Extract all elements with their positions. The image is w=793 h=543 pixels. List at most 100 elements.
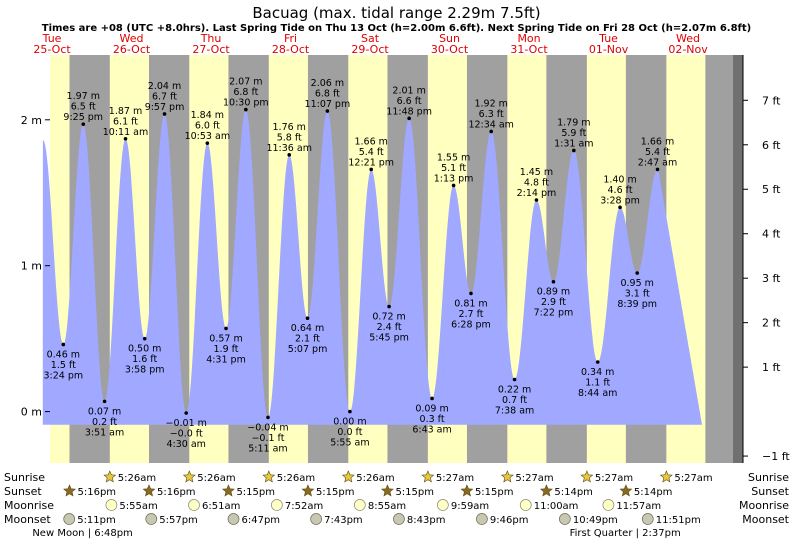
sunrise-time: 5:27am xyxy=(436,473,474,484)
tide-label: 11:36 am xyxy=(266,143,311,154)
day-name: Thu xyxy=(200,32,222,45)
right-axis-strip xyxy=(733,55,743,463)
tide-label: 0.00 m xyxy=(333,417,366,428)
tide-label: 6.0 ft xyxy=(195,121,220,132)
moonrise-icon xyxy=(519,499,532,511)
sunset-time: 5:15pm xyxy=(236,487,275,498)
tide-label: 0.50 m xyxy=(128,344,161,355)
tide-label: 5.4 ft xyxy=(359,147,384,158)
tide-label: 2:14 pm xyxy=(517,188,557,199)
sunrise-icon xyxy=(659,470,673,483)
tide-point xyxy=(102,399,107,404)
moonset-time: 11:51pm xyxy=(656,515,701,526)
tide-point xyxy=(244,107,248,112)
tide-label: 0.7 ft xyxy=(502,395,527,406)
right-axis-tick-label: 5 ft xyxy=(762,183,781,196)
tide-point xyxy=(572,148,576,153)
row-label-left: Sunrise xyxy=(4,471,45,484)
tide-label: 0.22 m xyxy=(498,385,531,396)
day-date: 28-Oct xyxy=(272,43,310,56)
sunset-time: 5:14pm xyxy=(634,487,673,498)
sunset-icon xyxy=(63,484,76,497)
day-headers: Tue25-OctWed26-OctThu27-OctFri28-OctSat2… xyxy=(33,32,708,56)
row-label-left: Moonrise xyxy=(4,499,54,512)
day-date: 29-Oct xyxy=(351,43,389,56)
moonset-icon xyxy=(145,513,158,525)
moonrise-time: 7:52am xyxy=(285,501,323,512)
moonrise-icon xyxy=(105,499,118,511)
day-date: 02-Nov xyxy=(668,43,708,56)
tide-label: 0.46 m xyxy=(47,349,80,360)
sunrise-time: 5:27am xyxy=(595,473,633,484)
tide-label: 2.7 ft xyxy=(458,309,483,320)
tide-label: 6.8 ft xyxy=(233,87,258,98)
tide-label: 0.09 m xyxy=(415,403,448,414)
moonset-time: 10:49pm xyxy=(573,515,618,526)
tide-label: 1:31 am xyxy=(554,138,593,149)
row-label-right: Moonset xyxy=(742,513,789,526)
tide-point xyxy=(266,415,270,420)
tide-label: 4.6 ft xyxy=(608,185,633,196)
sunrise-time: 5:26am xyxy=(197,473,235,484)
sunrise-time: 5:27am xyxy=(515,473,553,484)
tide-point xyxy=(451,183,456,188)
tide-point xyxy=(81,122,86,126)
chart-header: Bacuag (max. tidal range 2.29m 7.5ft) Ti… xyxy=(42,4,751,34)
tide-label: 6.3 ft xyxy=(479,109,504,120)
right-axis-tick-label: 3 ft xyxy=(762,272,781,285)
sunset-time: 5:16pm xyxy=(157,487,196,498)
sunrise-time: 5:26am xyxy=(118,473,156,484)
tide-label: 1.92 m xyxy=(474,98,507,109)
tide-label: 1.5 ft xyxy=(51,360,76,371)
tide-label: 7:22 pm xyxy=(534,308,574,319)
sunset-icon xyxy=(539,484,553,497)
moonset-time: 6:47pm xyxy=(242,515,281,526)
tide-label: −0.0 ft xyxy=(170,429,203,440)
tide-point xyxy=(387,304,391,309)
tide-label: 2.9 ft xyxy=(541,297,566,308)
water-area xyxy=(42,109,702,425)
left-axis-tick-label: 2 m xyxy=(21,114,42,127)
tide-point xyxy=(142,336,147,341)
day-date: 31-Oct xyxy=(510,43,548,56)
tide-label: 8:44 am xyxy=(578,388,617,399)
day-name: Wed xyxy=(676,32,700,45)
tide-label: 5.9 ft xyxy=(561,128,586,139)
moonrise-icon xyxy=(271,499,283,511)
tide-label: 4:30 am xyxy=(166,439,205,450)
moonset-icon xyxy=(393,513,405,525)
tide-label: 5:55 am xyxy=(330,438,369,449)
sunrise-icon xyxy=(421,470,435,483)
tide-label: 1.97 m xyxy=(67,91,100,102)
tide-label: 6:28 pm xyxy=(451,319,491,330)
sunset-icon xyxy=(460,484,474,497)
tide-label: 3:28 pm xyxy=(600,195,640,206)
sunrise-time: 5:26am xyxy=(277,473,315,484)
day-name: Sat xyxy=(361,32,380,45)
tide-label: 5.1 ft xyxy=(441,163,466,174)
tide-label: 2:47 am xyxy=(638,157,677,168)
right-axis-tick-label: 7 ft xyxy=(762,94,781,107)
sunset-icon xyxy=(221,484,235,497)
tide-label: 1.79 m xyxy=(557,117,590,128)
tide-label: 0.34 m xyxy=(581,367,614,378)
tide-label: 7:38 am xyxy=(495,406,534,417)
day-date: 01-Nov xyxy=(589,43,629,56)
tide-label: 6.8 ft xyxy=(315,89,340,100)
tide-point xyxy=(184,411,189,415)
sunset-time: 5:15pm xyxy=(475,487,514,498)
tide-label: 10:53 am xyxy=(185,131,230,142)
tide-label: 1.40 m xyxy=(603,174,636,185)
tide-label: 2.1 ft xyxy=(295,334,320,345)
sunset-icon xyxy=(301,484,315,497)
moonrise-icon xyxy=(188,499,200,511)
tide-label: 5:45 pm xyxy=(369,333,409,344)
moonrise-icon xyxy=(602,499,615,511)
sunset-time: 5:15pm xyxy=(316,487,355,498)
tide-label: 1.1 ft xyxy=(585,377,610,388)
tide-label: 1.45 m xyxy=(520,167,553,178)
moonset-time: 7:43pm xyxy=(324,515,363,526)
sunset-icon xyxy=(380,484,394,497)
tide-label: 6.7 ft xyxy=(152,91,177,102)
